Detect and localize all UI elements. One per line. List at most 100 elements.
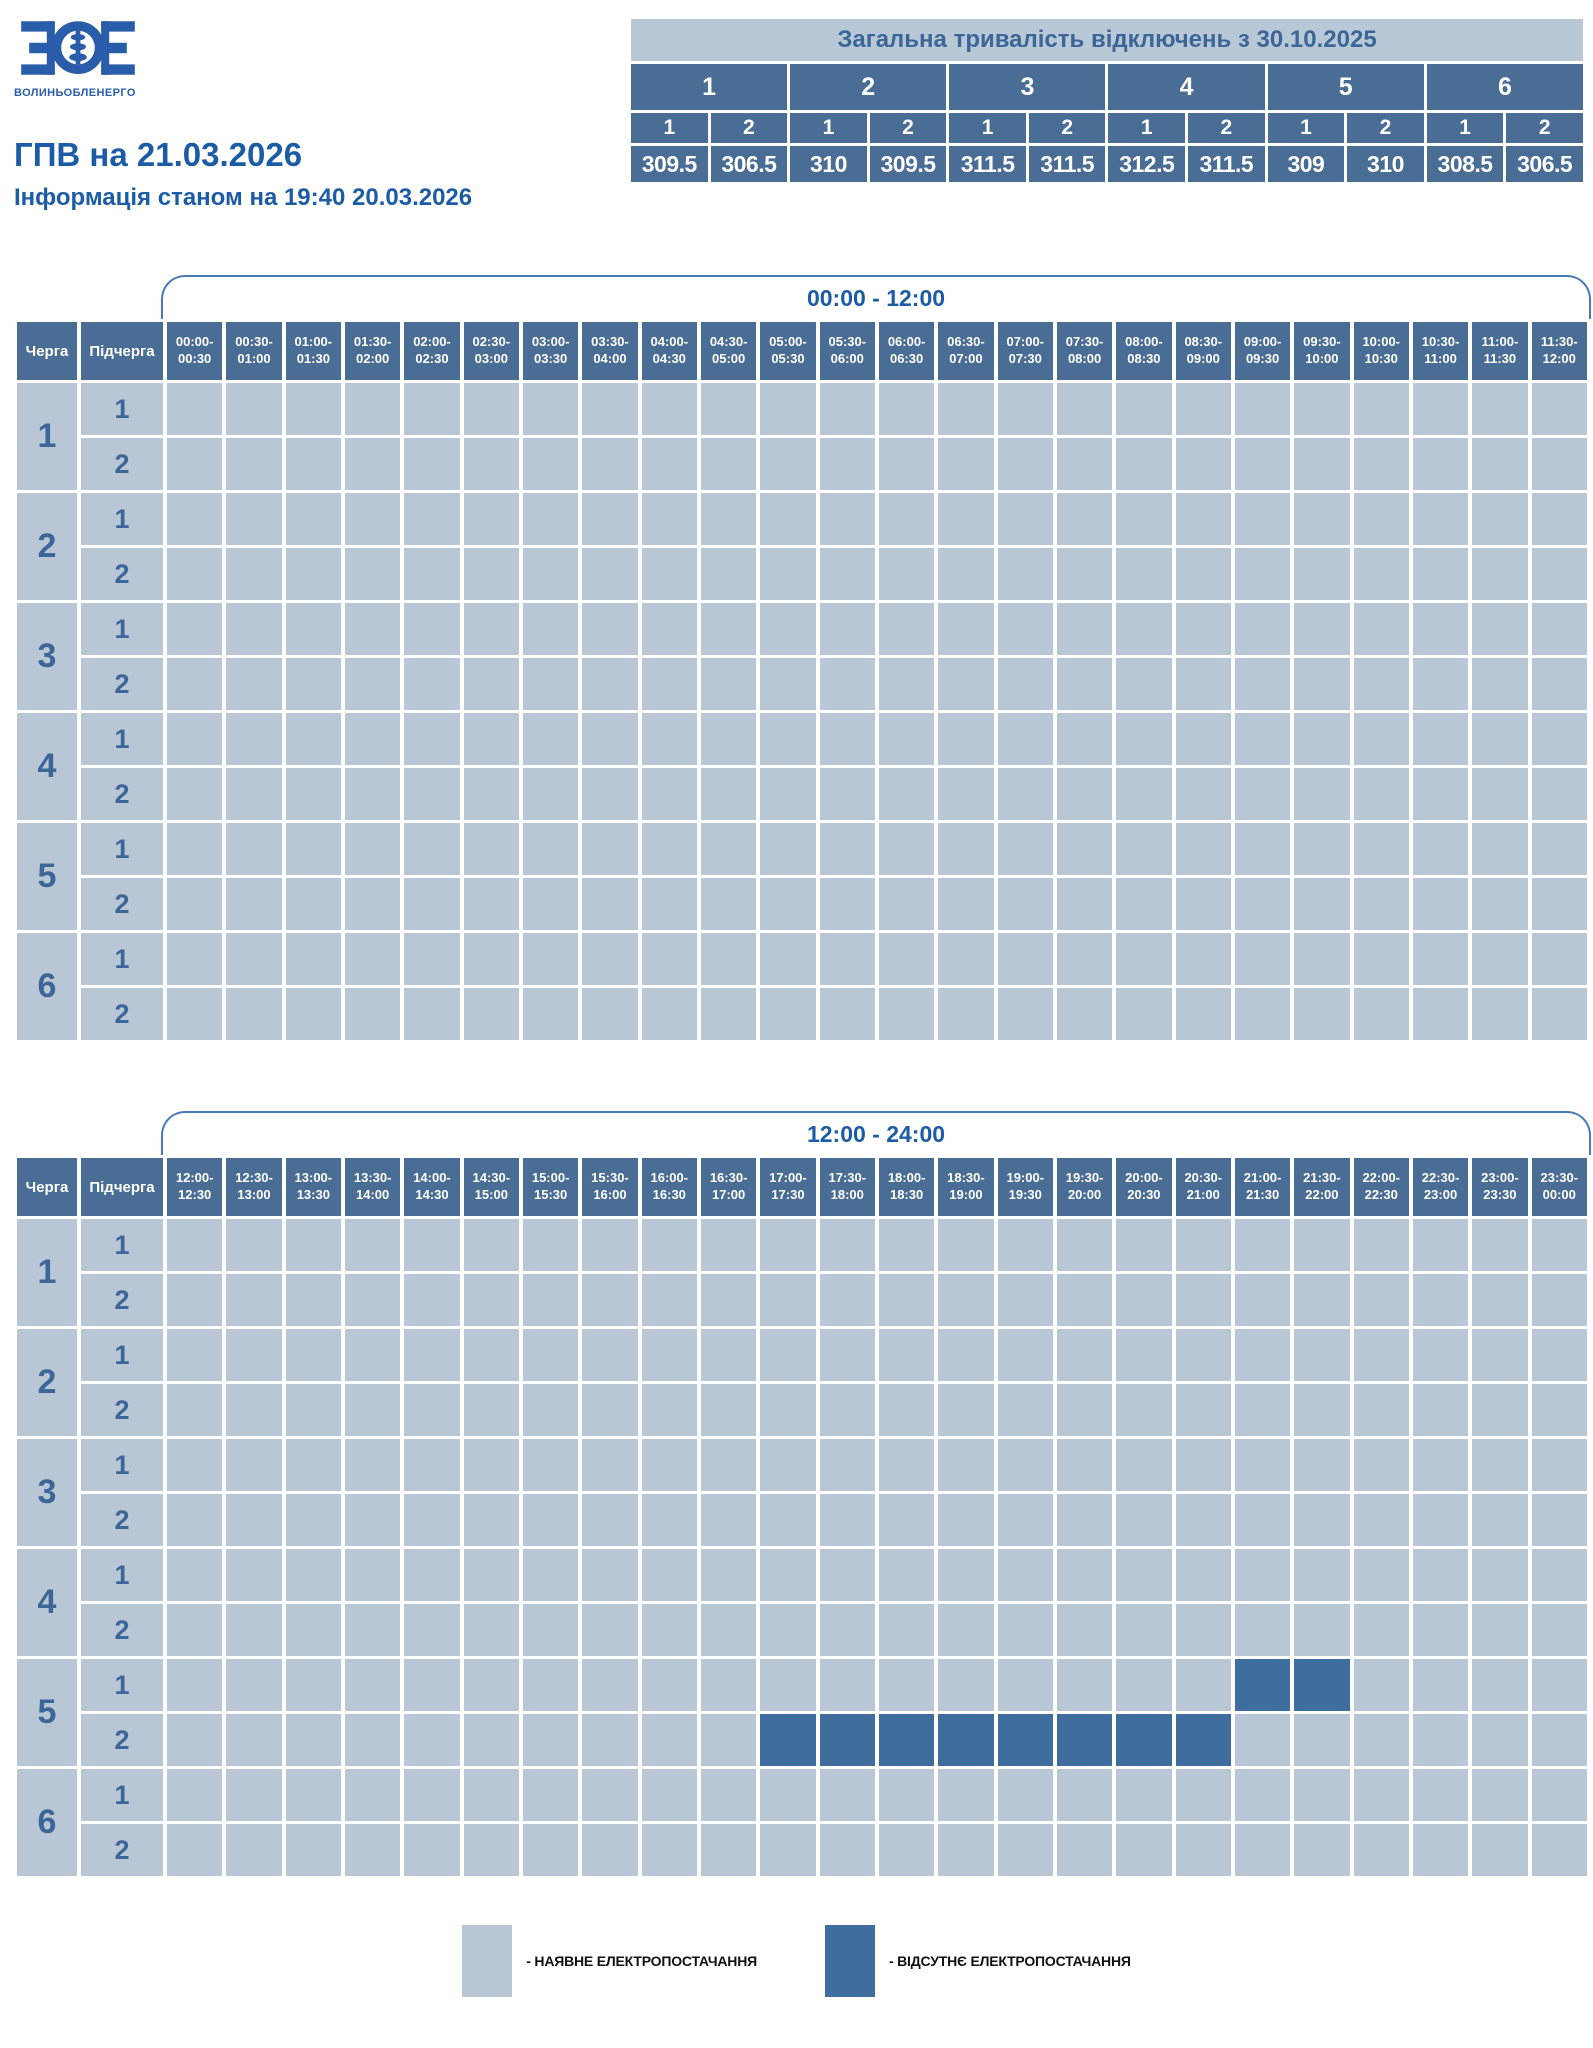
time-slot-end: 05:00 — [711, 351, 746, 366]
time-slot-cell — [1116, 1384, 1172, 1436]
time-slot-cell — [878, 878, 935, 930]
time-slot-start: 23:30- — [1540, 1170, 1579, 1186]
time-slot-end: 17:30 — [771, 1187, 805, 1202]
time-slot-cell — [582, 1329, 638, 1381]
time-slot-start: 17:00- — [769, 1170, 807, 1186]
time-slot-cell — [1056, 1384, 1113, 1436]
time-slot-cell — [285, 548, 341, 600]
time-slot-cell — [522, 988, 579, 1040]
time-slot-end: 07:00 — [949, 351, 983, 366]
time-slot-header: 20:00- 20:30 — [1116, 1158, 1172, 1216]
time-slot-cell — [1234, 603, 1291, 655]
time-slot-cell — [641, 603, 697, 655]
time-slot-cell — [522, 438, 579, 490]
time-slot-cell — [1412, 713, 1469, 765]
summary-hours-value: 309.5 — [869, 146, 947, 182]
time-slot-cell — [938, 713, 994, 765]
time-slot-start: 21:30- — [1303, 1170, 1341, 1186]
time-slot-cell — [522, 603, 579, 655]
time-slot-cell — [1175, 548, 1231, 600]
time-slot-cell — [1175, 1769, 1231, 1821]
time-slot-cell — [1294, 1659, 1350, 1711]
time-slot-cell — [760, 438, 816, 490]
queue-row: 2 — [17, 658, 1587, 710]
time-slot-cell — [1412, 1439, 1469, 1491]
time-slot-cell — [463, 1384, 519, 1436]
time-slot-header: 09:00- 09:30 — [1234, 322, 1291, 380]
time-slot-cell — [522, 1604, 579, 1656]
time-slot-cell — [1531, 713, 1587, 765]
subqueue-number: 2 — [81, 1824, 163, 1876]
time-slot-cell — [1353, 1384, 1409, 1436]
time-slot-cell — [1531, 1219, 1587, 1271]
time-slot-cell — [1294, 1329, 1350, 1381]
subqueue-number: 2 — [81, 878, 163, 930]
time-slot-cell — [1412, 1384, 1469, 1436]
time-slot-cell — [522, 768, 579, 820]
time-slot-cell — [1116, 493, 1172, 545]
time-slot-cell — [404, 383, 460, 435]
summary-subqueue-number: 2 — [1506, 113, 1583, 143]
time-slot-cell — [1294, 1384, 1350, 1436]
time-slot-cell — [878, 933, 935, 985]
time-slot-cell — [997, 1329, 1053, 1381]
schedule-table: Черга Підчерга 12:00- 12:30 12:30- 13:00 13:00… — [13, 1155, 1591, 1879]
queue-column-header: Черга — [17, 1158, 77, 1216]
time-slot-end: 21:00 — [1186, 1187, 1220, 1202]
time-slot-cell — [700, 1494, 757, 1546]
time-slot-cell — [997, 878, 1053, 930]
time-slot-cell — [760, 1329, 816, 1381]
time-slot-cell — [1353, 768, 1409, 820]
time-slot-end: 12:00 — [1542, 351, 1576, 366]
time-slot-cell — [700, 1274, 757, 1326]
page: ВОЛИНЬОБЛЕНЕРГО ГПВ на 21.03.2026 Інформ… — [0, 0, 1593, 1997]
summary-hours-value: 311.5 — [1188, 146, 1265, 182]
time-slot-header: 14:30- 15:00 — [463, 1158, 519, 1216]
schedule-block-am: 00:00 - 12:00 Черга Підчерга 00:00- 00:30 00:… — [13, 275, 1591, 1043]
time-slot-header: 08:30- 09:00 — [1175, 322, 1231, 380]
time-slot-cell — [700, 548, 757, 600]
time-slot-cell — [1294, 878, 1350, 930]
time-slot-cell — [1056, 988, 1113, 1040]
time-slot-cell — [700, 383, 757, 435]
time-slot-cell — [997, 383, 1053, 435]
time-slot-cell — [344, 438, 401, 490]
time-slot-cell — [344, 1549, 401, 1601]
legend: - НАЯВНЕ ЕЛЕКТРОПОСТАЧАННЯ - ВІДСУТНЄ ЕЛ… — [0, 1925, 1593, 1997]
subqueue-number: 2 — [81, 548, 163, 600]
time-slot-cell — [344, 1769, 401, 1821]
time-slot-cell — [997, 933, 1053, 985]
header: ВОЛИНЬОБЛЕНЕРГО ГПВ на 21.03.2026 Інформ… — [0, 0, 1593, 275]
time-slot-cell — [463, 988, 519, 1040]
time-slot-cell — [167, 1714, 223, 1766]
time-slot-header: 03:30- 04:00 — [582, 322, 638, 380]
time-slot-cell — [344, 1659, 401, 1711]
time-slot-cell — [226, 493, 282, 545]
time-slot-cell — [1294, 1769, 1350, 1821]
time-slot-cell — [1056, 878, 1113, 930]
time-slot-cell — [1116, 1549, 1172, 1601]
time-slot-cell — [582, 1549, 638, 1601]
queue-number: 1 — [17, 383, 77, 490]
time-slot-cell — [1412, 438, 1469, 490]
time-slot-header: 09:30- 10:00 — [1294, 322, 1350, 380]
time-slot-cell — [582, 1384, 638, 1436]
time-slot-cell — [167, 1219, 223, 1271]
time-slot-cell — [1412, 1329, 1469, 1381]
time-slot-end: 09:30 — [1245, 351, 1280, 366]
time-slot-cell — [700, 988, 757, 1040]
time-slot-cell — [641, 438, 697, 490]
time-slot-cell — [285, 1769, 341, 1821]
time-slot-cell — [997, 768, 1053, 820]
time-slot-header: 05:30- 06:00 — [819, 322, 875, 380]
time-slot-header: 11:00- 11:30 — [1472, 322, 1528, 380]
time-slot-header: 19:30- 20:00 — [1056, 1158, 1113, 1216]
time-slot-cell — [819, 493, 875, 545]
time-slot-cell — [1472, 1714, 1528, 1766]
time-slot-cell — [878, 1384, 935, 1436]
time-slot-start: 20:30- — [1184, 1170, 1223, 1186]
